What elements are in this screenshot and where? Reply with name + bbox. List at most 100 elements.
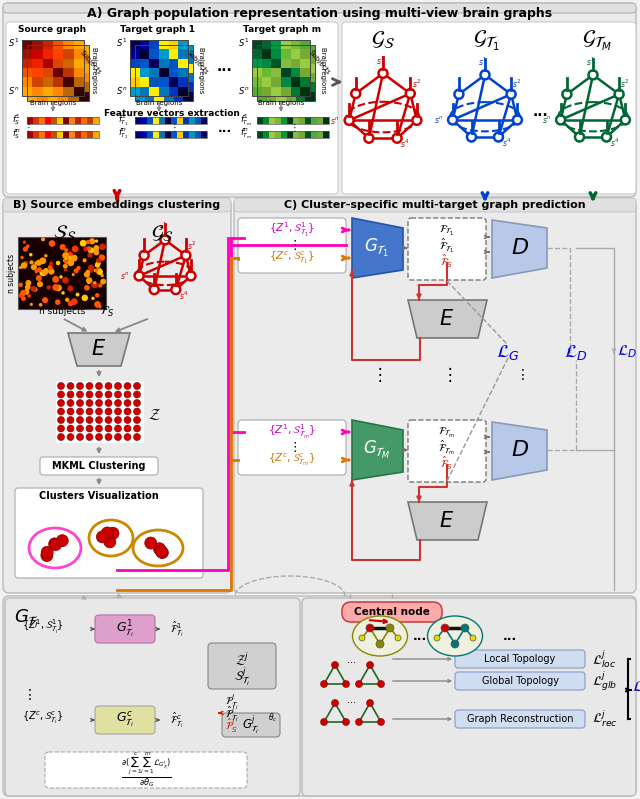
Bar [68, 45, 79, 54]
Circle shape [58, 425, 65, 432]
Text: n subjects: n subjects [8, 253, 17, 292]
Bar [267, 73, 276, 82]
Circle shape [76, 292, 79, 296]
Bar [145, 73, 154, 82]
Text: $s^4$: $s^4$ [179, 289, 189, 302]
Text: $G^1_{\mathcal{T}_i}$: $G^1_{\mathcal{T}_i}$ [116, 618, 134, 640]
Circle shape [392, 133, 402, 143]
FancyBboxPatch shape [45, 752, 247, 788]
Bar [317, 131, 323, 138]
Bar [33, 58, 43, 68]
Text: Brain regions: Brain regions [91, 47, 97, 93]
Bar [130, 40, 188, 96]
Circle shape [614, 89, 623, 99]
Circle shape [64, 248, 68, 252]
Circle shape [20, 256, 24, 259]
Circle shape [105, 434, 112, 440]
Bar [57, 117, 63, 124]
Bar [269, 131, 275, 138]
Circle shape [24, 289, 29, 295]
Bar [43, 40, 53, 50]
Text: $\mathcal{Z}^j$: $\mathcal{Z}^j$ [235, 651, 249, 669]
Bar [300, 50, 310, 58]
Bar [37, 73, 47, 82]
Text: $\hat{\mathcal{F}}_{\mathcal{T}_1}$: $\hat{\mathcal{F}}_{\mathcal{T}_1}$ [439, 237, 455, 255]
Circle shape [64, 258, 70, 264]
Text: $E$: $E$ [92, 339, 107, 359]
Circle shape [448, 115, 457, 125]
Bar [281, 86, 291, 96]
Circle shape [95, 383, 102, 389]
Text: $G_{\mathcal{T}_i}$: $G_{\mathcal{T}_i}$ [14, 608, 39, 630]
Bar [27, 54, 37, 64]
Bar [74, 78, 84, 86]
Polygon shape [492, 220, 547, 278]
Bar [27, 45, 37, 54]
Bar [257, 131, 329, 138]
Bar [183, 45, 193, 54]
Text: Feature vectors extraction: Feature vectors extraction [104, 109, 240, 117]
Text: $s^2$: $s^2$ [188, 239, 196, 252]
Text: $\hat{\mathcal{F}}_S$: $\hat{\mathcal{F}}_S$ [440, 252, 454, 269]
Circle shape [28, 294, 31, 298]
Text: $\vdots$: $\vdots$ [289, 121, 297, 134]
Text: $s^1$: $s^1$ [158, 221, 168, 233]
Text: ...: ... [413, 630, 427, 642]
Bar [276, 64, 286, 73]
Bar [299, 117, 305, 124]
Circle shape [67, 285, 74, 292]
Bar [267, 82, 276, 92]
Text: $\vdots$: $\vdots$ [442, 365, 452, 384]
Circle shape [115, 425, 122, 432]
Bar [51, 117, 57, 124]
Circle shape [68, 301, 72, 305]
Circle shape [507, 89, 516, 99]
Bar [39, 131, 45, 138]
Bar [43, 78, 53, 86]
Text: ...: ... [348, 655, 356, 665]
Circle shape [84, 272, 90, 277]
Bar [257, 92, 267, 101]
Circle shape [36, 275, 42, 281]
Bar [63, 117, 69, 124]
Bar [68, 54, 79, 64]
Bar [271, 50, 281, 58]
Text: Brain regions: Brain regions [30, 100, 76, 106]
Circle shape [77, 391, 83, 398]
Text: $G^c_{\mathcal{T}_i}$: $G^c_{\mathcal{T}_i}$ [116, 710, 134, 729]
Bar [74, 68, 84, 78]
Circle shape [67, 260, 74, 266]
Bar [33, 117, 39, 124]
Bar [305, 54, 315, 64]
FancyBboxPatch shape [3, 3, 636, 197]
Circle shape [95, 416, 102, 423]
Text: $E$: $E$ [440, 511, 454, 531]
Circle shape [150, 285, 159, 294]
Circle shape [134, 434, 141, 440]
Circle shape [134, 383, 141, 389]
Bar [154, 54, 164, 64]
Bar [154, 82, 164, 92]
Text: $S^1$: $S^1$ [116, 37, 127, 50]
Text: $S^n$: $S^n$ [8, 85, 19, 96]
Bar [130, 78, 140, 86]
Bar [164, 54, 173, 64]
Circle shape [321, 718, 328, 725]
Circle shape [86, 425, 93, 432]
Circle shape [33, 287, 38, 292]
Bar [147, 131, 153, 138]
Bar [140, 50, 149, 58]
Bar [257, 54, 267, 64]
Bar [305, 73, 315, 82]
Circle shape [115, 400, 122, 407]
Bar [135, 117, 141, 124]
Bar [281, 50, 291, 58]
Bar [63, 86, 74, 96]
Circle shape [90, 269, 93, 273]
Circle shape [454, 89, 463, 99]
Polygon shape [408, 502, 487, 540]
Circle shape [87, 246, 92, 251]
Circle shape [65, 256, 67, 260]
Text: $\vdots$: $\vdots$ [22, 687, 31, 702]
Circle shape [134, 425, 141, 432]
